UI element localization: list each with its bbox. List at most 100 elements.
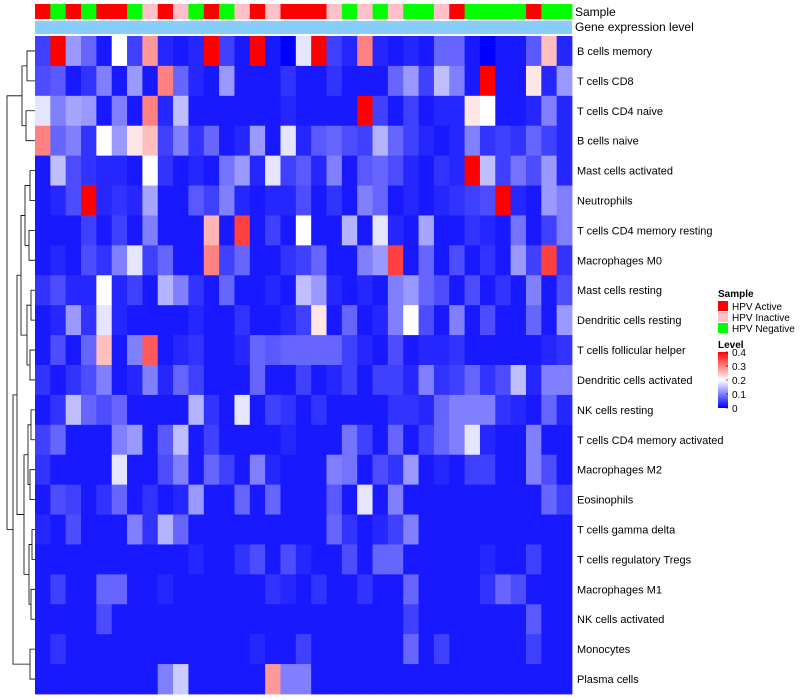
sample-annotation-cell [81,4,97,19]
heatmap-cell [142,215,159,246]
heatmap-cell [433,604,450,635]
heatmap-cell [372,544,389,575]
sample-annotation-cell [387,4,404,19]
heatmap-cell [326,95,343,127]
heatmap-cell [449,664,465,695]
heatmap-cell [265,424,281,456]
heatmap-cell [295,365,312,396]
heatmap-cell [96,544,113,575]
heatmap-cell [234,36,251,67]
heatmap-cell [96,514,113,545]
heatmap-cell [418,65,435,97]
heatmap-cell [556,335,573,366]
heatmap-cell [265,275,281,306]
heatmap-cell [50,245,67,276]
heatmap-cell [127,65,143,97]
sample-track-label: Sample [575,5,616,19]
heatmap-cell [157,215,174,246]
row-label: Eosinophils [577,495,634,507]
heatmap-cell [311,185,327,216]
heatmap-cell [203,574,220,605]
heatmap-cell [495,604,512,635]
heatmap-cell [234,125,251,157]
heatmap-cell [234,514,251,545]
heatmap-cell [219,454,235,486]
heatmap-cell [234,185,251,216]
heatmap-cell [219,544,235,575]
heatmap-cell [541,365,558,396]
heatmap-cell [188,424,205,456]
heatmap-cell [295,155,312,186]
heatmap-cell [265,634,281,665]
heatmap-cell [495,155,512,186]
heatmap-cell [234,544,251,575]
sample-annotation-cell [311,4,327,19]
heatmap-cell [556,125,573,157]
heatmap-cell [311,394,327,426]
heatmap-cell [403,514,419,545]
heatmap-cell [464,484,481,515]
heatmap-cell [326,424,343,456]
heatmap-cell [433,125,450,157]
heatmap-cell [326,634,343,665]
heatmap-cell [311,155,327,186]
heatmap-cell [142,574,159,605]
heatmap-cell [219,604,235,635]
heatmap-cell [81,335,97,366]
heatmap-cell [203,634,220,665]
heatmap-cell [464,604,481,635]
heatmap-cell [495,544,512,575]
heatmap-cell [81,125,97,157]
heatmap-cell [495,125,512,157]
heatmap-cell [387,155,404,186]
heatmap-cell [357,664,373,695]
heatmap-cell [295,275,312,306]
heatmap-cell [357,394,373,426]
heatmap-cell [219,275,235,306]
dendrogram-branch [16,274,24,515]
heatmap-cell [387,514,404,545]
heatmap-cell [173,634,189,665]
heatmap-cell [418,125,435,157]
heatmap-cell [173,215,189,246]
heatmap-cell [525,514,542,545]
heatmap-cell [96,215,113,246]
heatmap-cell [142,155,159,186]
heatmap-cell [525,424,542,456]
heatmap-cell [311,125,327,157]
heatmap-cell [219,125,235,157]
heatmap-cell [525,634,542,665]
heatmap-cell [311,275,327,306]
heatmap-cell [311,604,327,635]
legend-label: HPV Negative [732,324,795,335]
heatmap-cell [326,365,343,396]
heatmap-cell [65,335,82,366]
heatmap-cell [157,514,174,545]
heatmap-cell [449,125,465,157]
heatmap-cell [326,394,343,426]
heatmap-cell [495,215,512,246]
heatmap-cell [127,394,143,426]
heatmap-cell [495,305,512,336]
heatmap-cell [35,365,51,396]
heatmap-cell [111,245,128,276]
heatmap-cell [127,424,143,456]
heatmap-cell [249,664,266,695]
heatmap-cell [464,454,481,486]
heatmap-cell [265,245,281,276]
heatmap-cell [341,574,358,605]
heatmap-cell [188,634,205,665]
heatmap-cell [188,394,205,426]
heatmap-cell [525,484,542,515]
heatmap-cell [65,394,82,426]
heatmap-cell [541,394,558,426]
heatmap-cell [326,215,343,246]
heatmap-cell [111,335,128,366]
heatmap-cell [556,95,573,127]
heatmap-cell [326,335,343,366]
heatmap-cell [188,544,205,575]
heatmap-cell [249,454,266,486]
heatmap-cell [418,424,435,456]
heatmap-cell [341,394,358,426]
